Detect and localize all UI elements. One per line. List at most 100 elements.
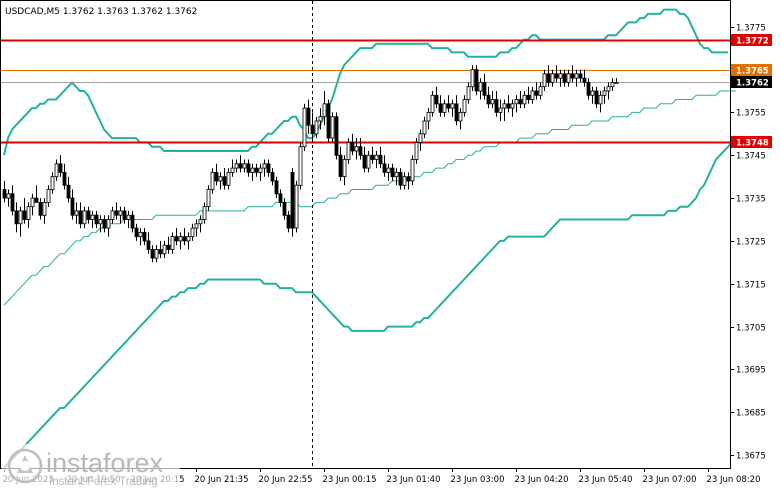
candle-body-bearish bbox=[58, 163, 63, 173]
candle bbox=[110, 206, 115, 224]
candle-body-bullish bbox=[162, 244, 167, 255]
candle bbox=[342, 155, 347, 186]
candle-body-bearish bbox=[526, 94, 531, 101]
candle bbox=[194, 219, 199, 237]
candle-body-bullish bbox=[226, 171, 231, 186]
candle-body-bearish bbox=[378, 154, 383, 165]
candle bbox=[190, 223, 195, 241]
candle-body-bearish bbox=[486, 94, 491, 105]
price-label-text: 1.3765 bbox=[736, 67, 769, 77]
candle-body-bullish bbox=[558, 73, 563, 79]
candle bbox=[106, 215, 111, 237]
candle bbox=[278, 189, 283, 207]
candle bbox=[550, 69, 555, 87]
candle bbox=[170, 232, 175, 254]
candle bbox=[598, 91, 603, 113]
candle-body-bullish bbox=[470, 69, 475, 88]
candle-body-bullish bbox=[170, 236, 175, 250]
candle bbox=[14, 202, 19, 233]
y-tick-label: 1.3705 bbox=[736, 324, 766, 334]
candle-body-bullish bbox=[490, 99, 495, 105]
candle-body-bullish bbox=[566, 73, 571, 83]
bollinger-upper-band bbox=[3, 8, 728, 156]
candle-body-bullish bbox=[498, 107, 503, 113]
candle bbox=[22, 198, 27, 224]
candle bbox=[74, 202, 79, 224]
candle bbox=[54, 159, 59, 181]
candle-body-bearish bbox=[134, 227, 139, 238]
candle bbox=[502, 99, 507, 121]
candle bbox=[302, 103, 307, 151]
candle bbox=[446, 95, 451, 113]
candle-body-bearish bbox=[34, 197, 39, 203]
candle-body-bearish bbox=[398, 171, 403, 186]
watermark-brand: instaforex bbox=[46, 448, 164, 478]
candle bbox=[562, 69, 567, 87]
candle bbox=[370, 146, 375, 164]
candle bbox=[510, 99, 515, 117]
candle-body-bearish bbox=[434, 94, 439, 105]
candle bbox=[10, 185, 15, 216]
price-label-box bbox=[731, 136, 772, 148]
candle bbox=[494, 91, 499, 117]
candle bbox=[418, 129, 423, 151]
candle bbox=[402, 172, 407, 190]
candle bbox=[526, 86, 531, 104]
candle-body-bullish bbox=[414, 141, 419, 160]
candle bbox=[286, 210, 291, 233]
candle-body-bearish bbox=[570, 73, 575, 79]
horizontal-levels bbox=[1, 39, 730, 144]
candle bbox=[554, 65, 559, 83]
candle-body-bearish bbox=[10, 193, 15, 212]
candle-body-bullish bbox=[202, 206, 207, 220]
candle bbox=[518, 91, 523, 109]
candle-body-bullish bbox=[210, 171, 215, 190]
candle bbox=[586, 78, 591, 100]
candle bbox=[262, 159, 267, 177]
candle bbox=[606, 82, 611, 100]
candle-body-bullish bbox=[6, 193, 11, 199]
candle bbox=[558, 69, 563, 87]
candle-body-bearish bbox=[506, 103, 511, 109]
candle bbox=[470, 65, 475, 91]
y-tick-label: 1.3675 bbox=[736, 452, 766, 462]
candle-body-bullish bbox=[186, 236, 191, 242]
candle-body-bearish bbox=[14, 210, 19, 225]
candle bbox=[210, 168, 215, 194]
candle bbox=[538, 82, 543, 100]
price-label-text: 1.3748 bbox=[736, 139, 769, 149]
y-tick-label: 1.3725 bbox=[736, 238, 766, 248]
y-tick-label: 1.3685 bbox=[736, 409, 766, 419]
candle-body-bullish bbox=[18, 210, 23, 225]
candle bbox=[182, 228, 187, 246]
candle-body-bullish bbox=[502, 103, 507, 109]
candle bbox=[298, 142, 303, 190]
candle bbox=[38, 198, 43, 220]
plot-frame bbox=[0, 0, 731, 469]
candle-body-bullish bbox=[590, 90, 595, 96]
candle bbox=[126, 210, 131, 229]
candle-body-bullish bbox=[178, 236, 183, 242]
candle-body-bearish bbox=[158, 249, 163, 255]
candle bbox=[438, 95, 443, 117]
candle bbox=[314, 116, 319, 139]
candle-body-bearish bbox=[494, 99, 499, 113]
candle bbox=[34, 185, 39, 203]
candle-body-bullish bbox=[614, 82, 619, 84]
candle-body-bullish bbox=[342, 159, 347, 178]
candle bbox=[566, 69, 571, 87]
candle-body-bullish bbox=[466, 86, 471, 100]
candle-body-bullish bbox=[574, 73, 579, 79]
price-label-text: 1.3762 bbox=[736, 79, 769, 89]
candle bbox=[306, 99, 311, 134]
candle bbox=[98, 215, 103, 233]
candle bbox=[198, 215, 203, 233]
candle-body-bearish bbox=[382, 163, 387, 173]
candle-body-bullish bbox=[206, 189, 211, 208]
price-label-box bbox=[731, 76, 772, 88]
candle bbox=[50, 172, 55, 194]
candle bbox=[398, 168, 403, 190]
instaforex-logo-icon bbox=[7, 448, 43, 484]
x-tick-label: 23 Jun 03:00 bbox=[451, 475, 505, 485]
candle bbox=[118, 206, 123, 224]
